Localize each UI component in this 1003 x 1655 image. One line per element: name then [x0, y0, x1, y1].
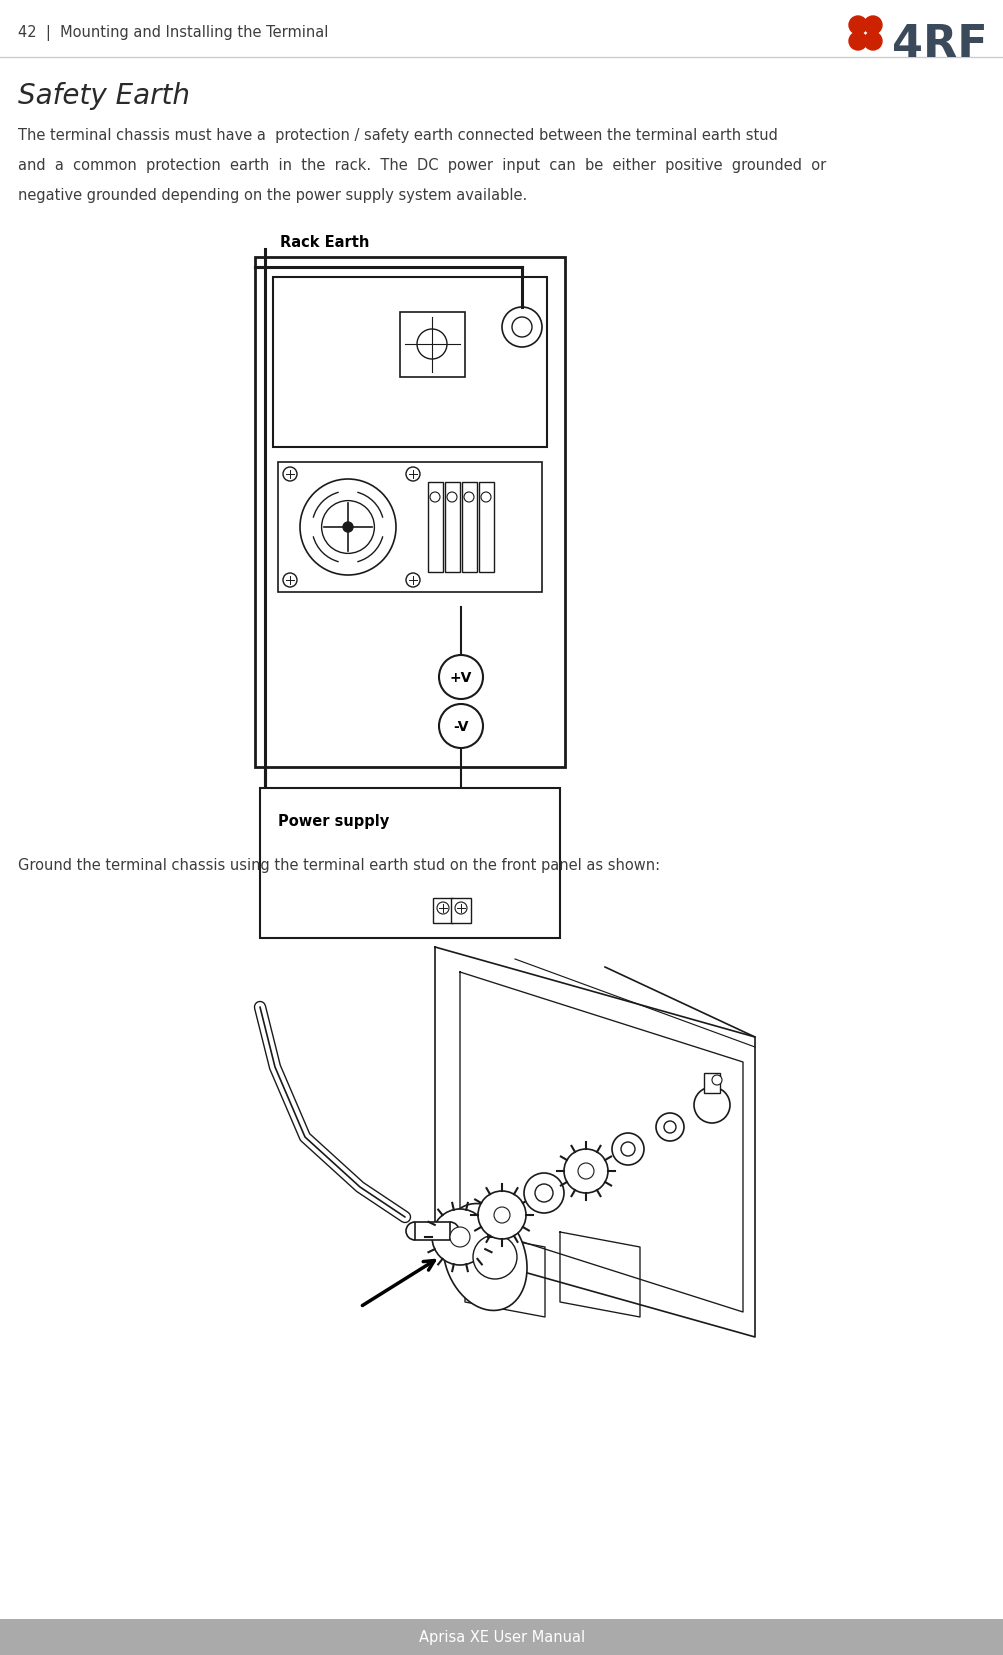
Bar: [450, 899, 470, 923]
Circle shape: [864, 33, 881, 51]
Text: Safety Earth: Safety Earth: [18, 83, 190, 109]
Circle shape: [655, 1114, 683, 1142]
Text: The terminal chassis must have a  protection / safety earth connected between th: The terminal chassis must have a protect…: [18, 127, 777, 142]
Circle shape: [711, 1076, 721, 1086]
Circle shape: [283, 574, 297, 588]
Circle shape: [864, 17, 881, 35]
Circle shape: [578, 1163, 594, 1180]
Circle shape: [564, 1149, 608, 1193]
Bar: [273, 278, 547, 449]
Circle shape: [693, 1087, 729, 1124]
Bar: [0, 1619, 1003, 1655]
Circle shape: [416, 329, 446, 359]
Circle shape: [429, 493, 439, 503]
Bar: [414, 1223, 449, 1240]
Circle shape: [463, 493, 473, 503]
Circle shape: [849, 17, 867, 35]
Circle shape: [502, 308, 542, 348]
Text: and  a  common  protection  earth  in  the  rack.  The  DC  power  input  can  b: and a common protection earth in the rac…: [18, 157, 825, 172]
Text: Power supply: Power supply: [278, 814, 389, 829]
Bar: [703, 1074, 719, 1094]
Bar: [278, 463, 542, 592]
Circle shape: [431, 1210, 487, 1264]
Bar: [255, 258, 565, 768]
Bar: [461, 483, 476, 573]
Circle shape: [438, 705, 482, 748]
Circle shape: [438, 655, 482, 700]
Bar: [444, 483, 459, 573]
Circle shape: [512, 318, 532, 338]
Bar: [260, 788, 560, 938]
Bar: [427, 483, 442, 573]
Text: 4RF: 4RF: [891, 23, 987, 66]
Text: Ground the terminal chassis using the terminal earth stud on the front panel as : Ground the terminal chassis using the te…: [18, 857, 659, 872]
Text: Rack Earth: Rack Earth: [280, 235, 369, 250]
Circle shape: [472, 1235, 517, 1279]
Circle shape: [446, 493, 456, 503]
Bar: [432, 899, 452, 923]
Circle shape: [321, 501, 374, 554]
Circle shape: [612, 1134, 643, 1165]
Circle shape: [477, 1192, 526, 1240]
Circle shape: [405, 574, 419, 588]
Circle shape: [343, 523, 353, 533]
Bar: [399, 313, 464, 377]
Circle shape: [849, 33, 867, 51]
Bar: [478, 483, 493, 573]
Text: negative grounded depending on the power supply system available.: negative grounded depending on the power…: [18, 189, 527, 204]
Circle shape: [493, 1206, 510, 1223]
Bar: [175, 907, 794, 1387]
Circle shape: [405, 468, 419, 482]
Text: +V: +V: [449, 670, 471, 685]
Circle shape: [283, 468, 297, 482]
Text: Aprisa XE User Manual: Aprisa XE User Manual: [418, 1630, 585, 1645]
Circle shape: [454, 902, 466, 915]
Circle shape: [621, 1142, 634, 1157]
Text: -V: -V: [452, 720, 468, 733]
Circle shape: [663, 1122, 675, 1134]
Circle shape: [524, 1173, 564, 1213]
Circle shape: [449, 1228, 469, 1248]
Circle shape: [480, 493, 490, 503]
Circle shape: [535, 1185, 553, 1202]
Text: 42  |  Mounting and Installing the Terminal: 42 | Mounting and Installing the Termina…: [18, 25, 328, 41]
Circle shape: [300, 480, 395, 576]
Circle shape: [436, 902, 448, 915]
Ellipse shape: [442, 1203, 527, 1311]
